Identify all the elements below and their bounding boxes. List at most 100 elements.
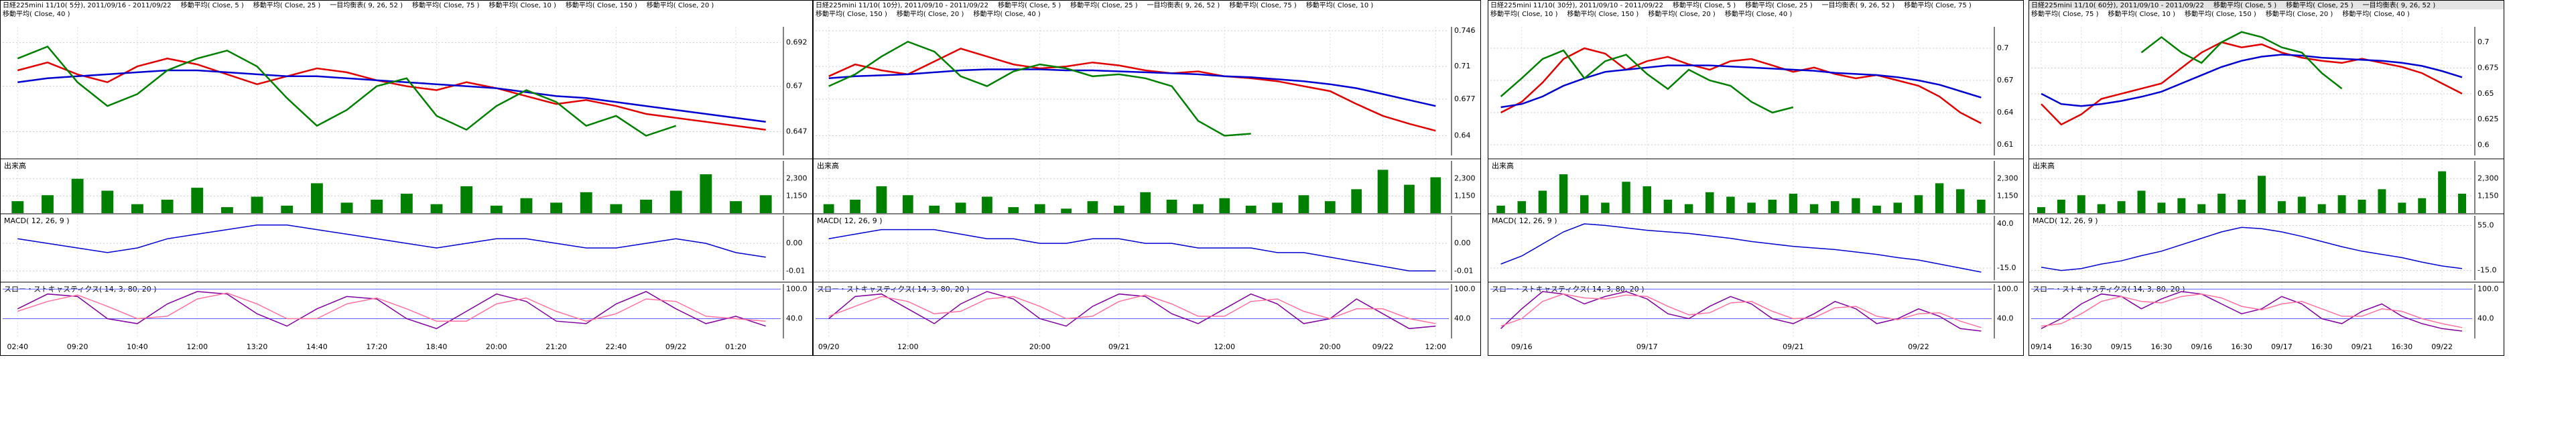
x-tick-label: 20:00 bbox=[1319, 342, 1341, 351]
legend-entry: 移動平均( Close, 25 ) bbox=[2286, 1, 2353, 10]
series-line bbox=[829, 70, 1436, 107]
indicator-label: 移動平均( Close, 75 ) bbox=[1229, 1, 1296, 10]
volume-bar bbox=[2238, 200, 2246, 213]
volume-bar bbox=[1643, 186, 1651, 213]
volume-bar bbox=[580, 192, 592, 213]
series-line bbox=[829, 230, 1436, 271]
y-tick-label: 0.71 bbox=[1454, 62, 1471, 70]
volume-bar bbox=[929, 206, 940, 213]
x-tick-label: 09/22 bbox=[2431, 342, 2453, 351]
volume-bar bbox=[1664, 200, 1672, 213]
volume-bar bbox=[1685, 204, 1693, 213]
x-tick-label: 09/21 bbox=[1108, 342, 1130, 351]
x-tick-label: 02:40 bbox=[7, 342, 28, 351]
y-tick-label: 2,300 bbox=[2477, 174, 2499, 183]
volume-bar bbox=[162, 200, 174, 213]
volume-bar bbox=[72, 179, 84, 213]
volume-bar bbox=[877, 186, 887, 213]
series-line bbox=[2041, 42, 2462, 125]
x-tick-label: 09/16 bbox=[1511, 342, 1533, 351]
volume-bar bbox=[1061, 208, 1072, 213]
y-tick-label: 1,150 bbox=[786, 191, 808, 200]
pane-label: 出来高 bbox=[817, 161, 839, 170]
pane-label: 出来高 bbox=[4, 161, 26, 170]
x-tick-label: 13:20 bbox=[247, 342, 268, 351]
x-tick-label: 16:30 bbox=[2231, 342, 2252, 351]
series-line bbox=[2041, 227, 2462, 270]
volume-bar bbox=[1580, 195, 1588, 213]
chart-header: 日経225mini 11/10( 5分), 2011/09/16 - 2011/… bbox=[3, 1, 775, 19]
volume-bar bbox=[401, 194, 413, 213]
volume-bar bbox=[1140, 192, 1151, 213]
legend-entry: 一目均衡表( 9, 26, 52 ) bbox=[1147, 1, 1220, 10]
volume-bar bbox=[2338, 195, 2346, 213]
volume-bar bbox=[1789, 194, 1797, 213]
volume-bar bbox=[1831, 201, 1839, 213]
series-line bbox=[1501, 294, 1982, 328]
y-tick-label: 100.0 bbox=[786, 284, 808, 293]
volume-bar bbox=[956, 202, 966, 213]
y-tick-label: 1,150 bbox=[2477, 191, 2499, 200]
volume-bar bbox=[1404, 185, 1415, 213]
y-tick-label: 0.65 bbox=[2477, 89, 2494, 98]
volume-bar bbox=[42, 195, 54, 213]
indicator-label: 移動平均( Close, 150 ) bbox=[816, 10, 887, 19]
indicator-label: 移動平均( Close, 40 ) bbox=[2342, 10, 2409, 19]
volume-bar bbox=[2177, 198, 2185, 213]
x-tick-label: 12:00 bbox=[186, 342, 208, 351]
x-tick-label: 09/21 bbox=[1783, 342, 1804, 351]
pane-label: MACD( 12, 26, 9 ) bbox=[817, 216, 883, 225]
volume-bar bbox=[2278, 201, 2286, 213]
volume-bar bbox=[2318, 204, 2326, 213]
volume-bar bbox=[1088, 201, 1098, 213]
volume-bar bbox=[1956, 189, 1964, 213]
chart-header: 日経225mini 11/10( 30分), 2011/09/10 - 2011… bbox=[1490, 1, 1986, 19]
series-line bbox=[17, 47, 675, 136]
indicator-label: 移動平均( Close, 20 ) bbox=[647, 1, 714, 10]
volume-bar bbox=[2057, 200, 2065, 213]
volume-bar bbox=[1299, 195, 1309, 213]
y-tick-label: 0.746 bbox=[1454, 26, 1476, 35]
volume-bar bbox=[281, 206, 293, 213]
x-tick-label: 09/21 bbox=[2352, 342, 2373, 351]
x-tick-label: 16:30 bbox=[2311, 342, 2333, 351]
volume-bar bbox=[2358, 200, 2366, 213]
volume-bar bbox=[1246, 206, 1257, 213]
volume-bar bbox=[1008, 207, 1019, 213]
indicator-label: 移動平均( Close, 20 ) bbox=[897, 10, 964, 19]
x-tick-label: 20:00 bbox=[486, 342, 507, 351]
x-tick-label: 09/15 bbox=[2111, 342, 2132, 351]
y-tick-label: 0.675 bbox=[2477, 63, 2499, 72]
volume-bar bbox=[251, 196, 263, 213]
series-line bbox=[1501, 292, 1982, 331]
volume-bar bbox=[1430, 178, 1441, 213]
volume-bar bbox=[2458, 194, 2466, 213]
y-tick-label: 40.0 bbox=[1997, 314, 2014, 323]
y-tick-label: 0.7 bbox=[1997, 44, 2009, 52]
panel-frame bbox=[1488, 1, 2024, 356]
indicator-label: 移動平均( Close, 10 ) bbox=[1490, 10, 1557, 19]
chart-title: 日経225mini 11/10( 10分), 2011/09/10 - 2011… bbox=[816, 1, 988, 10]
x-tick-label: 09/14 bbox=[2031, 342, 2052, 351]
legend-entry: 移動平均( Close, 5 ) bbox=[2213, 1, 2276, 10]
volume-bar bbox=[824, 204, 834, 213]
x-tick-label: 16:30 bbox=[2071, 342, 2092, 351]
volume-bar bbox=[2037, 207, 2045, 213]
y-tick-label: -15.0 bbox=[1997, 263, 2016, 272]
x-tick-label: 09/16 bbox=[2191, 342, 2212, 351]
y-tick-label: 0.6 bbox=[2477, 141, 2490, 149]
x-tick-label: 16:30 bbox=[2151, 342, 2173, 351]
pane-label: MACD( 12, 26, 9 ) bbox=[2033, 216, 2098, 225]
volume-bar bbox=[1325, 201, 1336, 213]
volume-bar bbox=[2398, 202, 2406, 213]
y-tick-label: 0.677 bbox=[1454, 94, 1476, 103]
legend-entry: 移動平均( Close, 5 ) bbox=[998, 1, 1061, 10]
volume-bar bbox=[1496, 206, 1504, 213]
volume-bar bbox=[2138, 191, 2146, 213]
x-tick-label: 16:30 bbox=[2391, 342, 2412, 351]
x-tick-label: 09:20 bbox=[67, 342, 88, 351]
volume-bar bbox=[700, 174, 712, 213]
volume-bar bbox=[1977, 200, 1985, 213]
chart-title: 日経225mini 11/10( 30分), 2011/09/10 - 2011… bbox=[1490, 1, 1663, 10]
